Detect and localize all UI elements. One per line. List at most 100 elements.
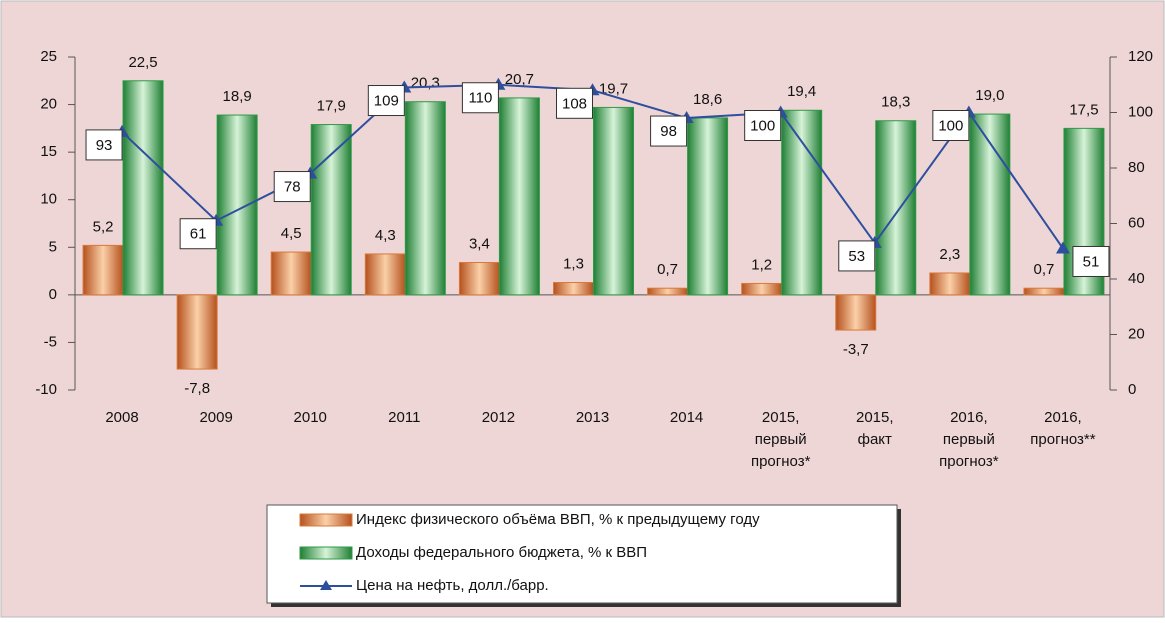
x-tick-label: прогноз*: [751, 453, 811, 470]
bar: [781, 109, 823, 296]
x-tick-label: 2011: [388, 409, 420, 426]
bar: [176, 294, 218, 370]
value-label: 4,5: [281, 225, 302, 242]
value-label: 0,7: [657, 261, 678, 278]
x-tick-label: 2016,: [950, 409, 988, 426]
y-tick-label: 25: [40, 48, 57, 65]
value-label: 20,3: [411, 75, 440, 92]
value-label: 18,6: [693, 91, 722, 108]
y-tick-label: -10: [35, 381, 57, 398]
value-label: 109: [374, 92, 399, 109]
value-label: -3,7: [843, 341, 869, 358]
value-label: 100: [750, 117, 775, 134]
bar: [647, 287, 689, 296]
bar: [310, 124, 352, 296]
legend-label: Цена на нефть, долл./барр.: [356, 577, 549, 594]
y-tick-label: 15: [40, 143, 57, 160]
x-tick-label: прогноз**: [1030, 431, 1095, 448]
marker: [1055, 241, 1070, 254]
value-label: 17,9: [317, 98, 346, 115]
y-tick-label: 5: [49, 238, 57, 255]
x-tick-label: факт: [858, 431, 892, 448]
bar: [122, 80, 164, 296]
x-tick-label: 2010: [294, 409, 327, 426]
value-label: 1,3: [563, 255, 584, 272]
bar: [364, 253, 406, 296]
legend-marker: [320, 580, 332, 590]
value-label: 110: [468, 90, 492, 107]
value-label: 61: [190, 226, 207, 243]
bar: [593, 106, 634, 296]
value-label: 1,2: [751, 256, 772, 273]
value-label: 19,4: [787, 83, 816, 100]
value-label: 18,3: [881, 94, 910, 111]
value-label: 17,5: [1069, 101, 1098, 118]
bar: [875, 120, 917, 296]
value-label: 5,2: [93, 218, 114, 235]
value-label: 51: [1083, 253, 1100, 270]
legend-swatch: [299, 546, 353, 560]
label-box: [650, 115, 688, 147]
bar: [929, 272, 971, 296]
x-tick-label: 2009: [199, 409, 232, 426]
value-label: 4,3: [375, 227, 396, 244]
y2-tick-label: 100: [1128, 103, 1153, 120]
label-box: [744, 110, 782, 141]
value-label: 0,7: [1034, 261, 1055, 278]
value-label: 53: [848, 248, 865, 265]
y2-tick-label: 60: [1128, 214, 1145, 231]
legend-swatch: [299, 513, 353, 527]
x-tick-label: первый: [755, 431, 807, 448]
x-tick-label: 2015,: [856, 409, 894, 426]
value-label: 78: [284, 179, 301, 196]
label-box: [179, 218, 217, 250]
legend-label: Доходы федерального бюджета, % к ВВП: [356, 544, 647, 561]
x-tick-label: 2015,: [762, 409, 800, 426]
label-box: [838, 240, 876, 272]
value-label: 93: [96, 137, 113, 154]
bar: [741, 282, 783, 296]
label-box: [367, 85, 405, 117]
label-box: [461, 82, 499, 114]
bar: [687, 117, 729, 296]
bar: [270, 251, 312, 296]
value-label: 18,9: [223, 88, 252, 105]
value-label: 108: [562, 95, 587, 112]
x-tick-label: 2008: [105, 409, 138, 426]
bar: [82, 244, 124, 296]
label-box: [273, 171, 311, 203]
label-box: [1072, 245, 1110, 277]
legend: [266, 504, 898, 604]
label-box: [85, 129, 123, 161]
x-tick-label: 2016,: [1044, 409, 1082, 426]
bar: [404, 101, 446, 296]
x-tick-label: 2012: [482, 409, 515, 426]
value-label: 22,5: [128, 54, 157, 71]
y2-tick-label: 0: [1128, 381, 1136, 398]
y-tick-label: 10: [40, 191, 57, 208]
value-label: -7,8: [184, 380, 210, 397]
bar: [835, 294, 877, 331]
y-tick-label: 0: [49, 286, 57, 303]
y2-tick-label: 20: [1128, 325, 1145, 342]
label-box: [932, 110, 970, 141]
y-tick-label: 20: [40, 96, 57, 113]
value-label: 3,4: [469, 235, 490, 252]
bar: [498, 97, 540, 296]
legend-label: Индекс физического объёма ВВП, % к преды…: [356, 511, 760, 528]
value-label: 98: [660, 123, 677, 140]
bar: [1023, 287, 1065, 296]
y2-tick-label: 40: [1128, 270, 1145, 287]
x-tick-label: 2013: [576, 409, 609, 426]
x-tick-label: первый: [943, 431, 995, 448]
y2-tick-label: 80: [1128, 159, 1145, 176]
value-label: 19,0: [975, 87, 1004, 104]
y-tick-label: -5: [44, 333, 57, 350]
y2-tick-label: 120: [1128, 48, 1153, 65]
value-label: 100: [938, 117, 963, 134]
value-label: 2,3: [939, 246, 960, 263]
label-box: [556, 87, 593, 119]
value-label: 20,7: [505, 71, 534, 88]
x-tick-label: прогноз*: [939, 453, 999, 470]
